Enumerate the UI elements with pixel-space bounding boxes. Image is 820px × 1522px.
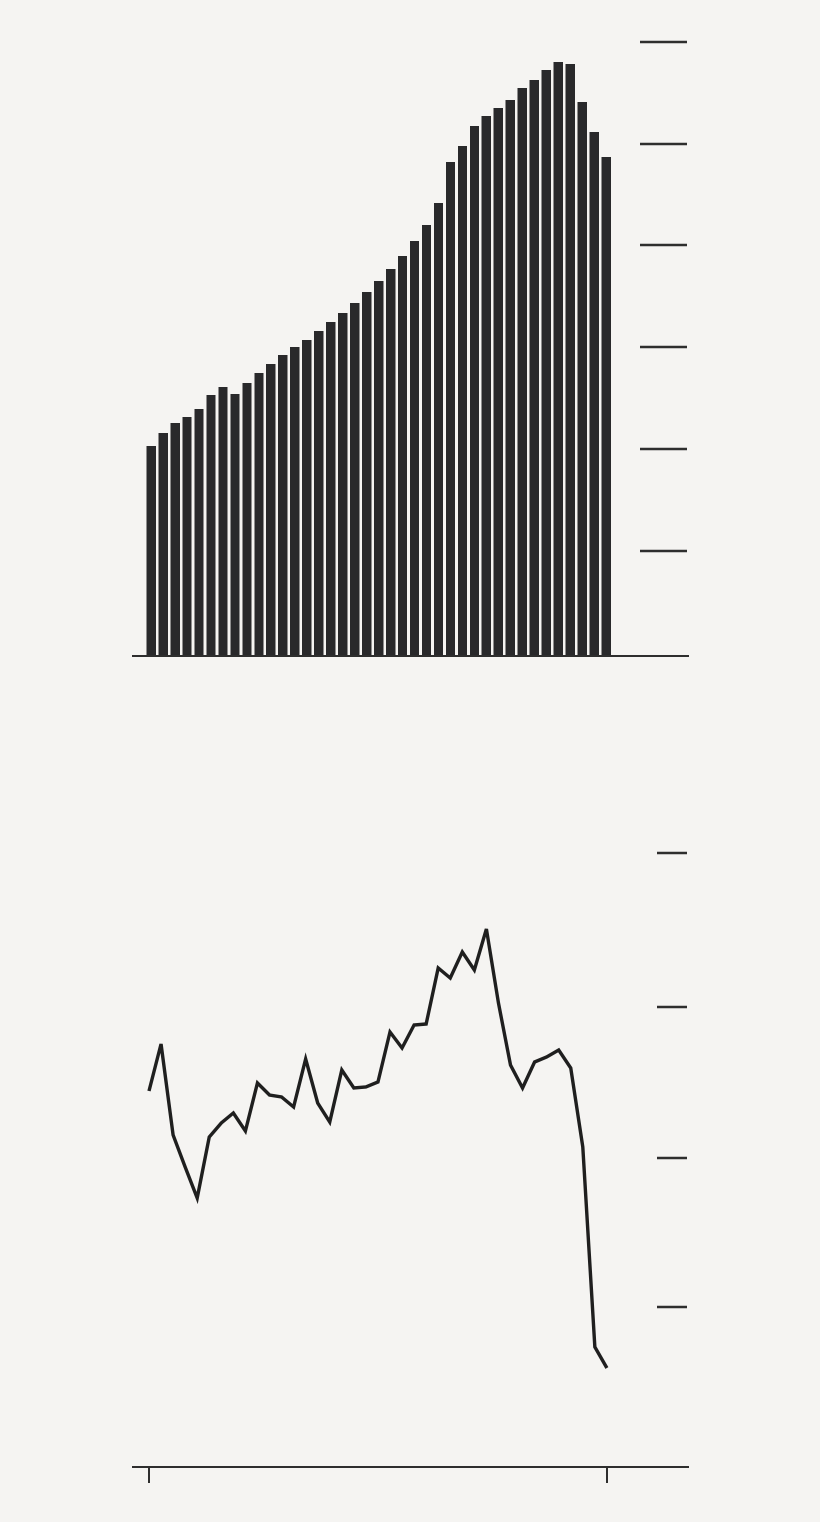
bar (146, 446, 156, 656)
bar (326, 322, 336, 656)
bar (350, 303, 360, 656)
bar (517, 88, 527, 656)
bar (373, 281, 384, 656)
bar (421, 225, 432, 656)
bar (565, 64, 575, 656)
bar (170, 423, 180, 656)
bar (362, 292, 372, 656)
bar (218, 387, 228, 656)
bar (290, 347, 300, 656)
bar (397, 256, 408, 656)
bar (206, 395, 216, 656)
bar (433, 203, 444, 656)
bar (278, 355, 288, 656)
bar (254, 373, 264, 656)
bar (505, 100, 515, 656)
trend-line (147, 928, 609, 1369)
bar (230, 394, 240, 656)
bar (194, 409, 204, 656)
bar (529, 80, 539, 656)
bar (469, 126, 480, 656)
bar (266, 364, 276, 656)
bar (493, 108, 504, 656)
bar (314, 331, 324, 656)
bar (481, 116, 492, 656)
bar (158, 433, 168, 656)
bar (182, 417, 192, 656)
bar (457, 146, 468, 656)
bar (385, 269, 396, 656)
bar (338, 313, 348, 656)
bar (541, 70, 551, 656)
bar (589, 132, 599, 656)
bar (302, 340, 312, 656)
bar (409, 241, 420, 656)
bar (601, 157, 611, 656)
bar (553, 62, 563, 656)
bar (242, 383, 252, 656)
bar (577, 102, 587, 656)
bar (445, 162, 456, 656)
